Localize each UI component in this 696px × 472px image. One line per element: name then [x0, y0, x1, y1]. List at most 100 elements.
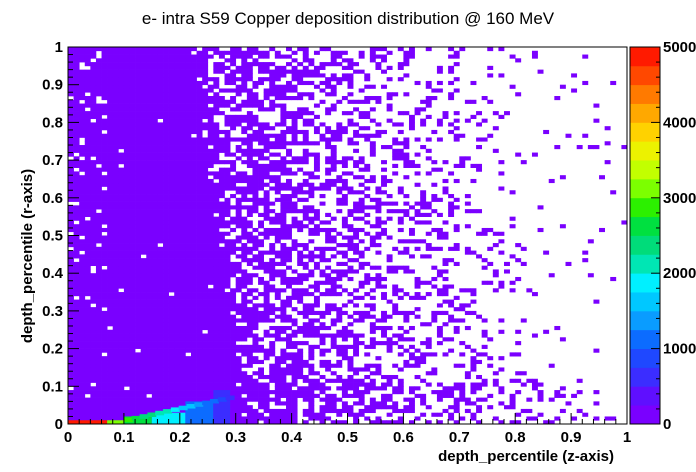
heatmap-cell	[269, 325, 276, 331]
heatmap-cell	[274, 227, 281, 233]
heatmap-cell	[341, 408, 348, 414]
heatmap-cell	[151, 261, 158, 267]
heatmap-cell	[202, 235, 209, 240]
heatmap-cell	[157, 310, 164, 316]
heatmap-cell	[151, 156, 158, 161]
heatmap-cell	[207, 378, 214, 383]
heatmap-cell	[246, 329, 253, 334]
heatmap-cell	[431, 246, 438, 251]
heatmap-cell	[263, 318, 270, 323]
heatmap-cell	[157, 163, 164, 168]
heatmap-cell	[79, 273, 86, 278]
heatmap-cell	[123, 325, 130, 331]
heatmap-cell	[319, 220, 326, 225]
heatmap-cell	[476, 167, 483, 172]
heatmap-cell	[218, 382, 225, 387]
heatmap-cell	[358, 197, 365, 202]
heatmap-cell	[73, 408, 80, 414]
heatmap-cell	[112, 258, 119, 263]
heatmap-cell	[185, 243, 192, 248]
heatmap-cell	[146, 156, 153, 161]
heatmap-cell	[190, 224, 197, 229]
heatmap-cell	[157, 160, 164, 165]
heatmap-cell	[319, 73, 326, 78]
heatmap-cell	[274, 374, 281, 380]
heatmap-cell	[196, 141, 203, 146]
heatmap-cell	[196, 190, 203, 195]
heatmap-cell	[571, 416, 578, 421]
heatmap-cell	[140, 114, 147, 119]
heatmap-cell	[90, 190, 97, 195]
heatmap-cell	[403, 212, 410, 217]
heatmap-cell	[129, 99, 136, 104]
heatmap-cell	[190, 258, 197, 263]
heatmap-cell	[168, 303, 175, 308]
heatmap-cell	[174, 367, 181, 372]
heatmap-cell	[140, 341, 147, 346]
heatmap-cell	[73, 393, 80, 398]
heatmap-cell	[157, 182, 164, 187]
heatmap-cell	[308, 194, 315, 199]
heatmap-cell	[151, 378, 158, 383]
heatmap-cell	[258, 80, 264, 86]
heatmap-cell	[347, 382, 354, 387]
heatmap-cell	[291, 156, 298, 161]
heatmap-cell	[425, 103, 432, 108]
heatmap-cell	[280, 201, 287, 206]
heatmap-cell	[151, 209, 158, 214]
heatmap-cell	[107, 310, 114, 316]
heatmap-cell	[364, 114, 371, 119]
heatmap-cell	[325, 231, 332, 236]
heatmap-cell	[68, 129, 74, 135]
heatmap-cell	[107, 114, 114, 119]
heatmap-cell	[559, 408, 566, 414]
heatmap-cell	[235, 54, 242, 59]
heatmap-cell	[84, 284, 91, 289]
heatmap-cell	[107, 92, 114, 97]
heatmap-cell	[213, 80, 220, 86]
heatmap-cell	[84, 47, 91, 52]
heatmap-cell	[151, 337, 158, 342]
heatmap-cell	[163, 363, 169, 368]
heatmap-cell	[140, 363, 147, 368]
heatmap-cell	[330, 103, 337, 108]
heatmap-cell	[364, 212, 371, 217]
heatmap-cell	[325, 405, 332, 410]
heatmap-cell	[353, 310, 360, 316]
heatmap-cell	[369, 295, 376, 300]
heatmap-cell	[358, 408, 365, 414]
heatmap-cell	[392, 386, 399, 391]
heatmap-cell	[263, 348, 270, 353]
heatmap-cell	[163, 393, 169, 398]
heatmap-cell	[258, 359, 264, 365]
heatmap-cell	[246, 239, 253, 244]
heatmap-cell	[341, 235, 348, 240]
heatmap-cell	[179, 88, 186, 93]
heatmap-cell	[224, 175, 231, 180]
heatmap-cell	[179, 69, 186, 74]
heatmap-cell	[280, 133, 287, 138]
heatmap-cell	[241, 231, 248, 236]
heatmap-cell	[302, 288, 309, 293]
heatmap-cell	[163, 231, 169, 236]
heatmap-cell	[347, 73, 354, 78]
heatmap-cell	[218, 99, 225, 104]
heatmap-cell	[241, 254, 248, 259]
heatmap-cell	[246, 382, 253, 387]
heatmap-cell	[112, 235, 119, 240]
heatmap-cell	[408, 50, 415, 55]
heatmap-cell	[280, 216, 287, 221]
heatmap-cell	[258, 261, 264, 267]
heatmap-cell	[123, 58, 130, 63]
heatmap-cell	[101, 58, 108, 63]
heatmap-cell	[73, 231, 80, 236]
heatmap-cell	[509, 280, 516, 285]
heatmap-cell	[73, 363, 80, 368]
heatmap-cell	[330, 92, 337, 97]
heatmap-cell	[230, 390, 237, 395]
heatmap-cell	[269, 367, 276, 372]
heatmap-cell	[330, 84, 337, 89]
heatmap-cell	[258, 371, 264, 376]
heatmap-cell	[79, 374, 86, 380]
heatmap-cell	[179, 235, 186, 240]
